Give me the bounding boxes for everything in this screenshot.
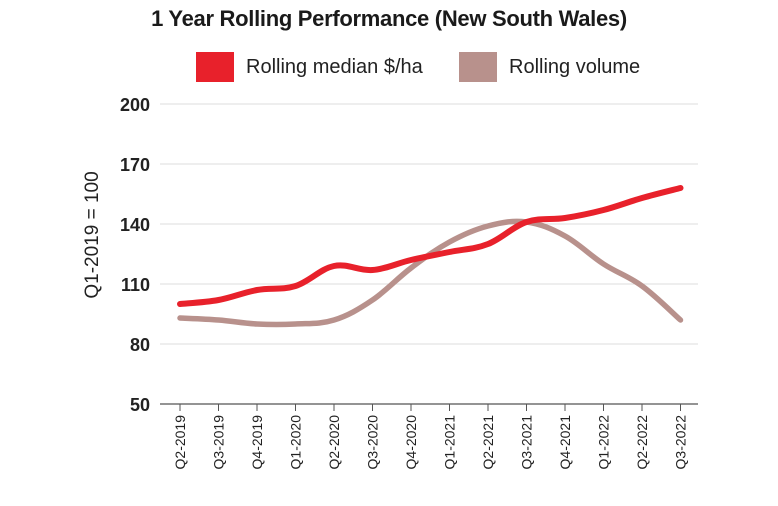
point-median	[371, 268, 375, 272]
point-median	[409, 258, 413, 262]
point-volume	[448, 240, 452, 244]
y-tick-label: 200	[120, 95, 150, 115]
x-tick-label: Q3-2021	[519, 415, 535, 470]
point-volume	[679, 318, 683, 322]
legend-item-volume: Rolling volume	[459, 50, 640, 84]
point-median	[332, 264, 336, 268]
y-tick-label: 80	[130, 335, 150, 355]
point-median	[448, 250, 452, 254]
y-tick-label: 110	[121, 275, 150, 295]
point-median	[525, 220, 529, 224]
point-volume	[255, 322, 259, 326]
point-volume	[640, 284, 644, 288]
point-median	[602, 208, 606, 212]
point-median	[294, 284, 298, 288]
legend-swatch-median	[196, 52, 234, 82]
point-median	[563, 216, 567, 220]
point-volume	[217, 318, 221, 322]
x-tick-label: Q3-2020	[365, 415, 381, 470]
legend: Rolling median $/ha Rolling volume	[0, 50, 778, 84]
x-tick-label: Q2-2022	[634, 415, 650, 470]
point-median	[217, 298, 221, 302]
y-tick-label: 170	[120, 155, 150, 175]
point-median	[486, 242, 490, 246]
x-tick-label: Q2-2019	[172, 415, 188, 470]
x-tick-label: Q3-2019	[211, 415, 227, 470]
x-tick-label: Q1-2021	[442, 415, 458, 470]
x-tick-label: Q4-2019	[249, 415, 265, 470]
x-tick-label: Q4-2021	[557, 415, 573, 470]
legend-swatch-volume	[459, 52, 497, 82]
chart-title: 1 Year Rolling Performance (New South Wa…	[151, 6, 627, 31]
x-tick-label: Q4-2020	[403, 415, 419, 470]
x-tick-label: Q2-2021	[480, 415, 496, 470]
point-volume	[371, 298, 375, 302]
y-tick-label: 140	[120, 215, 150, 235]
series-line-median	[177, 185, 684, 307]
point-median	[640, 196, 644, 200]
legend-item-median: Rolling median $/ha	[196, 50, 423, 84]
point-median	[679, 186, 683, 190]
legend-label-volume: Rolling volume	[509, 55, 641, 78]
point-median	[178, 302, 182, 306]
x-tick-label: Q1-2020	[288, 415, 304, 470]
y-tick-label: 50	[130, 395, 150, 415]
point-volume	[602, 262, 606, 266]
y-axis-label: Q1-2019 = 100	[82, 171, 103, 298]
point-volume	[178, 316, 182, 320]
x-tick-label: Q1-2022	[596, 415, 612, 470]
legend-label-median: Rolling median $/ha	[246, 55, 423, 78]
point-volume	[563, 234, 567, 238]
point-volume	[409, 266, 413, 270]
point-volume	[294, 322, 298, 326]
point-median	[255, 288, 259, 292]
x-tick-label: Q2-2020	[326, 415, 342, 470]
point-volume	[486, 224, 490, 228]
x-tick-label: Q3-2022	[673, 415, 689, 470]
point-volume	[332, 318, 336, 322]
series-line-volume	[177, 218, 684, 328]
